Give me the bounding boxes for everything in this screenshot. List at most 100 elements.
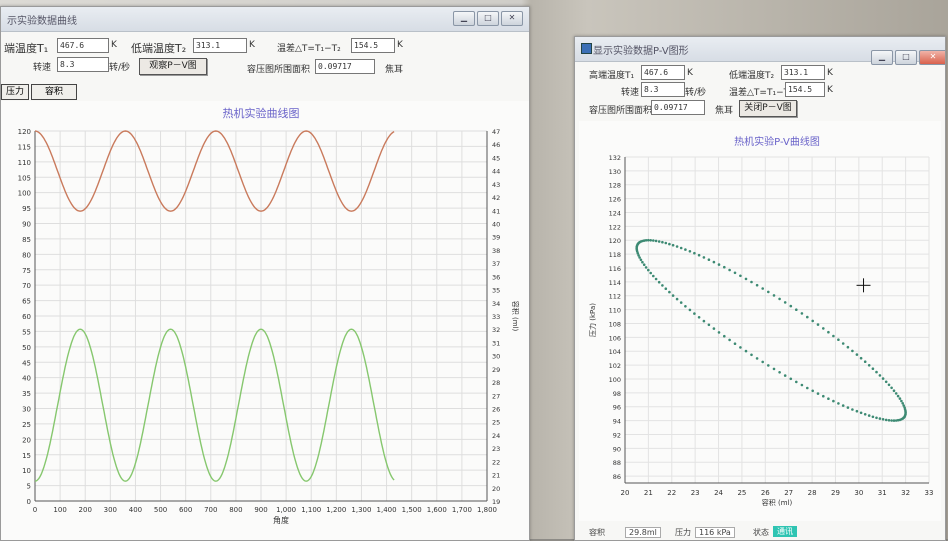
pv-data-point <box>642 263 646 266</box>
pv-data-point <box>688 308 692 312</box>
pv-data-point <box>851 349 854 353</box>
pv-data-point <box>675 245 679 248</box>
t2-field[interactable]: 313.1 <box>193 38 247 53</box>
maximize-icon[interactable]: □ <box>895 50 917 65</box>
pv-speed-unit: 转/秒 <box>685 88 707 98</box>
view-pv-button[interactable]: 观察P－V图 <box>139 58 207 75</box>
pv-window-titlebar[interactable]: 显示实验数据P-V图形 ▁ □ ✕ <box>575 37 945 65</box>
y-left-tick-label: 105 <box>18 174 31 182</box>
y-left-tick-label: 30 <box>22 406 31 414</box>
y-tick-label: 88 <box>613 459 621 467</box>
y-tick-label: 124 <box>609 209 621 217</box>
pv-data-point <box>647 268 650 272</box>
pv-data-point <box>693 251 696 255</box>
maximize-icon[interactable]: □ <box>477 11 499 26</box>
x-tick-label: 21 <box>644 489 653 497</box>
pv-dt-unit: K <box>827 85 833 95</box>
tab-volume[interactable]: 容积 <box>31 84 77 100</box>
pv-data-point <box>811 389 814 393</box>
y-right-tick-label: 40 <box>492 221 500 229</box>
y-tick-label: 106 <box>609 334 621 342</box>
minimize-icon[interactable]: ▁ <box>871 50 893 65</box>
pv-data-point <box>717 331 721 334</box>
pv-data-point <box>846 406 850 409</box>
pv-data-point <box>867 364 871 367</box>
pv-data-point <box>855 409 859 413</box>
y-right-tick-label: 19 <box>492 498 500 506</box>
x-tick-label: 200 <box>79 506 92 514</box>
y-right-tick-label: 42 <box>492 194 500 202</box>
y-tick-label: 92 <box>613 431 621 439</box>
pv-t2-field[interactable]: 313.1 <box>781 65 825 80</box>
pv-data-point <box>644 239 648 242</box>
pv-data-point <box>644 266 648 269</box>
pv-data-point <box>827 330 830 334</box>
y-left-tick-label: 10 <box>22 467 31 475</box>
pv-data-point <box>894 392 898 395</box>
pv-data-point <box>795 308 798 311</box>
x-tick-label: 500 <box>154 506 167 514</box>
pv-data-point <box>641 260 644 264</box>
pv-data-point <box>783 374 787 377</box>
pv-data-point <box>871 415 875 419</box>
speed-field[interactable]: 8.3 <box>57 57 109 72</box>
x-tick-label: 0 <box>33 506 37 514</box>
pv-data-point <box>728 268 731 272</box>
pv-data-point <box>789 377 793 381</box>
pv-data-point <box>904 409 907 413</box>
tab-pressure[interactable]: 压力 <box>1 84 29 100</box>
x-tick-label: 30 <box>854 489 863 497</box>
x-tick-label: 32 <box>901 489 910 497</box>
y-tick-label: 102 <box>609 362 621 370</box>
pv-data-point <box>890 386 893 390</box>
pv-data-point <box>887 383 891 387</box>
pv-data-point <box>750 353 753 357</box>
pv-data-point <box>881 377 885 380</box>
area-unit: 焦耳 <box>385 65 404 75</box>
y-tick-label: 112 <box>609 293 621 301</box>
dt-field[interactable]: 154.5 <box>351 38 395 53</box>
pv-t1-label: 高端温度T₁ <box>589 71 635 81</box>
pv-data-point <box>761 287 764 290</box>
y-right-tick-label: 43 <box>492 181 500 189</box>
pv-data-point <box>649 239 652 242</box>
close-pv-button[interactable]: 关闭P－V图 <box>739 100 797 117</box>
x-tick-label: 400 <box>129 506 142 514</box>
series-line-1 <box>34 130 395 212</box>
t1-unit: K <box>111 40 117 50</box>
pv-data-point <box>739 346 742 349</box>
y-right-tick-label: 24 <box>492 432 500 440</box>
y-tick-label: 128 <box>609 182 621 190</box>
status-volume-label: 容积 <box>589 528 605 537</box>
minimize-icon[interactable]: ▁ <box>453 11 475 26</box>
y-tick-label: 96 <box>613 404 621 412</box>
y-tick-label: 98 <box>613 390 621 398</box>
x-tick-label: 24 <box>714 489 723 497</box>
pv-data-point <box>875 370 878 374</box>
y-right-axis-label: 容积 (ml) <box>511 301 520 332</box>
y-left-tick-label: 25 <box>22 421 31 429</box>
pv-window-title: 显示实验数据P-V图形 <box>593 46 689 57</box>
pv-data-point <box>841 342 845 345</box>
y-right-tick-label: 46 <box>492 141 500 149</box>
pv-t1-field[interactable]: 467.6 <box>641 65 685 80</box>
pv-data-point <box>707 258 711 261</box>
y-right-tick-label: 25 <box>492 419 500 427</box>
t1-field[interactable]: 467.6 <box>57 38 109 53</box>
pv-dt-field[interactable]: 154.5 <box>785 82 825 97</box>
y-left-tick-label: 5 <box>27 483 31 491</box>
close-icon[interactable]: ✕ <box>919 50 945 65</box>
pv-area-field[interactable]: 0.09717 <box>651 100 705 115</box>
pv-data-point <box>816 392 820 395</box>
chart-title: 热机实验曲线图 <box>223 106 300 120</box>
close-icon[interactable]: ✕ <box>501 11 523 26</box>
x-axis-label: 容积 (ml) <box>762 498 793 507</box>
x-tick-label: 23 <box>691 489 700 497</box>
curve-window-titlebar[interactable]: 示实验数据曲线 ▁ □ ✕ <box>1 7 529 32</box>
dt-label: 温差△T=T₁−T₂ <box>277 44 341 54</box>
pv-speed-field[interactable]: 8.3 <box>641 82 685 97</box>
pv-data-point <box>664 287 668 290</box>
area-field[interactable]: 0.09717 <box>315 59 375 74</box>
pv-data-point <box>875 416 878 420</box>
